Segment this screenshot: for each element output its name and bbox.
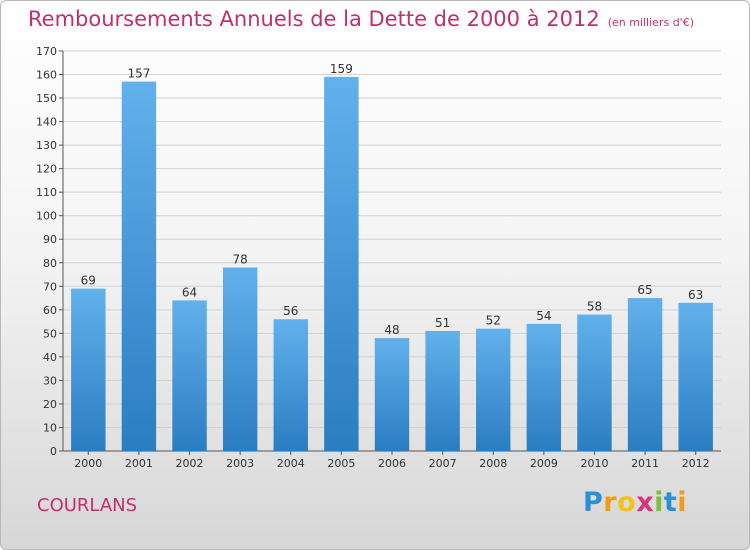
logo-letter: r	[603, 487, 618, 518]
bar-value-label: 51	[435, 316, 450, 330]
x-tick-label: 2000	[74, 457, 102, 470]
bar-value-label: 64	[182, 285, 197, 299]
x-tick-label: 2012	[682, 457, 710, 470]
bar	[374, 338, 410, 451]
y-tick-label: 140	[36, 116, 57, 129]
bar	[273, 319, 308, 451]
y-tick-label: 30	[43, 374, 57, 387]
y-tick-label: 10	[43, 421, 57, 434]
bar	[526, 323, 562, 451]
bar	[678, 302, 713, 451]
y-tick-label: 130	[36, 139, 57, 152]
y-tick-label: 120	[36, 163, 57, 176]
bar	[121, 81, 157, 452]
logo-letter: i	[677, 487, 688, 518]
y-tick-label: 50	[43, 327, 57, 340]
bar-value-label: 63	[688, 288, 703, 302]
axes: 0 10 20 30 40 50 60 70 80 90 100 110 120 130 140 150 160…	[36, 45, 721, 470]
logo-letter: i	[654, 487, 664, 518]
x-tick-label: 2005	[327, 457, 355, 470]
y-tick-label: 20	[43, 398, 57, 411]
y-tick-label: 70	[43, 280, 57, 293]
bar	[577, 314, 612, 451]
x-tick-label: 2002	[176, 457, 204, 470]
y-tick-label: 170	[36, 45, 57, 58]
bar-value-label: 48	[384, 323, 399, 337]
logo-letter: o	[617, 487, 637, 518]
bar	[172, 300, 207, 451]
labels: 69 157 64 78 56 159 48 51 52 54 58 65 63	[81, 62, 704, 337]
chart-title-main: Remboursements Annuels de la Dette de 20…	[28, 7, 600, 31]
x-tick-label: 2001	[125, 457, 153, 470]
chart-title: Remboursements Annuels de la Dette de 20…	[28, 7, 694, 31]
bar-value-label: 58	[587, 300, 602, 314]
proxiti-logo: Proxiti	[583, 487, 687, 518]
x-tick-label: 2009	[530, 457, 558, 470]
bars	[71, 76, 713, 452]
y-tick-label: 100	[36, 210, 57, 223]
x-tick-label: 2008	[479, 457, 507, 470]
bar-value-label: 54	[536, 309, 551, 323]
x-tick-label: 2007	[429, 457, 457, 470]
x-tick-label: 2010	[580, 457, 608, 470]
y-tick-label: 80	[43, 257, 57, 270]
y-tick-label: 150	[36, 92, 57, 105]
bar	[425, 331, 460, 451]
bar-value-label: 52	[486, 314, 501, 328]
x-tick-label: 2003	[226, 457, 254, 470]
y-tick-label: 40	[43, 351, 57, 364]
logo-letter: P	[583, 487, 604, 518]
x-tick-label: 2004	[277, 457, 305, 470]
x-tick-label: 2006	[378, 457, 406, 470]
y-tick-label: 160	[36, 69, 57, 82]
bar-value-label: 65	[637, 283, 652, 297]
bar-value-label: 69	[81, 274, 96, 288]
logo-letter: t	[663, 487, 678, 518]
bar	[476, 328, 511, 451]
y-tick-label: 90	[43, 233, 57, 246]
chart-unit-note: (en milliers d'€)	[607, 16, 694, 29]
y-tick-label: 0	[50, 445, 57, 458]
bar-value-label: 56	[283, 304, 298, 318]
bar-value-label: 78	[233, 252, 248, 266]
logo-letter: x	[636, 487, 655, 518]
bar-value-label: 157	[127, 67, 150, 81]
x-tick-label: 2011	[631, 457, 659, 470]
y-tick-label: 60	[43, 304, 57, 317]
bar	[71, 288, 106, 451]
commune-name: COURLANS	[37, 495, 138, 516]
bar-value-label: 159	[330, 62, 353, 76]
bar	[222, 267, 258, 451]
y-tick-label: 110	[36, 186, 57, 199]
bar	[324, 76, 359, 451]
bar	[627, 298, 663, 451]
